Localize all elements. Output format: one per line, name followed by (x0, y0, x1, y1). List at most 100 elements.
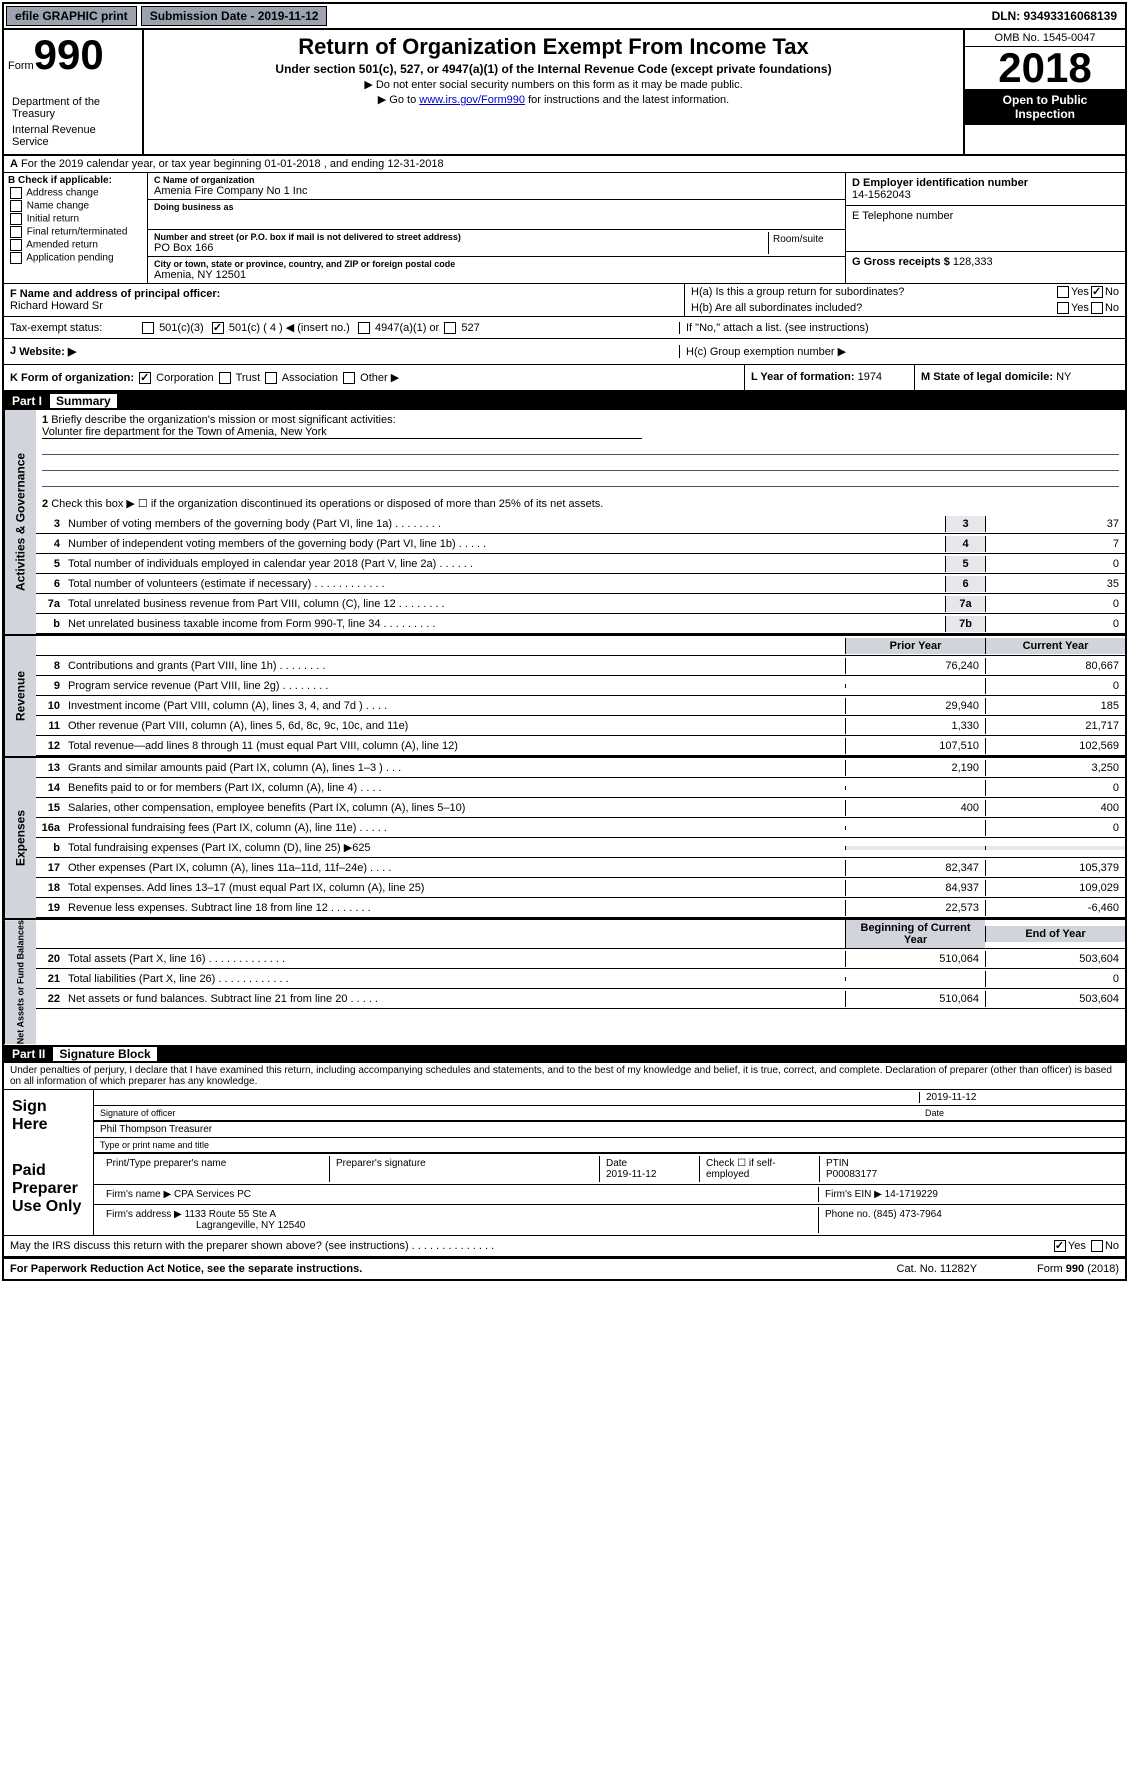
fgh-row: F Name and address of principal officer:… (4, 284, 1125, 317)
ha-yes[interactable]: Yes (1055, 286, 1089, 298)
governance-block: Activities & Governance 1 Briefly descri… (4, 410, 1125, 634)
hb-yes[interactable]: Yes (1055, 302, 1089, 314)
check-name[interactable]: Name change (8, 200, 143, 212)
part1-num: Part I (12, 394, 42, 408)
footer: For Paperwork Reduction Act Notice, see … (4, 1257, 1125, 1279)
table-row: bNet unrelated business taxable income f… (36, 614, 1125, 634)
section-f: F Name and address of principal officer:… (4, 284, 685, 316)
header-note2: ▶ Go to www.irs.gov/Form990 for instruct… (152, 93, 955, 106)
section-b-label: B Check if applicable: (8, 175, 112, 186)
dept-treasury: Department of the Treasury (8, 94, 138, 122)
opt-501c[interactable]: 501(c) ( 4 ) ◀ (insert no.) (210, 321, 350, 334)
discuss-no[interactable]: No (1089, 1240, 1119, 1252)
inspect-line1: Open to Public (969, 93, 1121, 107)
side-governance: Activities & Governance (4, 410, 36, 634)
j-label: J (10, 345, 16, 358)
ein-label: D Employer identification number (852, 177, 1028, 189)
website-row: J Website: ▶ H(c) Group exemption number… (4, 339, 1125, 365)
discuss-text: May the IRS discuss this return with the… (10, 1240, 1052, 1252)
section-e: E Telephone number (846, 206, 1125, 252)
city-value: Amenia, NY 12501 (154, 269, 839, 281)
table-row: 19Revenue less expenses. Subtract line 1… (36, 898, 1125, 918)
table-row: 3Number of voting members of the governi… (36, 514, 1125, 534)
check-initial[interactable]: Initial return (8, 213, 143, 225)
ptin: PTINP00083177 (820, 1156, 1119, 1182)
prep-date: Date2019-11-12 (600, 1156, 700, 1182)
revenue-block: Revenue Prior Year Current Year 8Contrib… (4, 636, 1125, 756)
header-center: Return of Organization Exempt From Incom… (144, 30, 965, 154)
calendar-text: For the 2019 calendar year, or tax year … (21, 158, 444, 170)
prep-self[interactable]: Check ☐ if self-employed (700, 1156, 820, 1182)
ha-no[interactable]: No (1089, 286, 1119, 298)
table-row: 9Program service revenue (Part VIII, lin… (36, 676, 1125, 696)
check-pending[interactable]: Application pending (8, 252, 143, 264)
sig-date: 2019-11-12 (919, 1092, 1119, 1103)
dba-label: Doing business as (154, 202, 839, 212)
addr-value: PO Box 166 (154, 242, 768, 254)
tax-year: 2018 (965, 47, 1125, 89)
table-row: 4Number of independent voting members of… (36, 534, 1125, 554)
opt-501c3[interactable]: 501(c)(3) (140, 322, 204, 334)
footer-form: Form 990 (2018) (1037, 1263, 1119, 1275)
footer-cat: Cat. No. 11282Y (897, 1263, 978, 1275)
firm-phone: Phone no. (845) 473-7964 (819, 1207, 1119, 1233)
addr-label: Number and street (or P.O. box if mail i… (154, 232, 768, 242)
k-assoc[interactable]: Association (263, 372, 338, 384)
ha-text: H(a) Is this a group return for subordin… (691, 286, 1055, 298)
firm-addr: Firm's address ▶ 1133 Route 55 Ste A Lag… (100, 1207, 819, 1233)
city-label: City or town, state or province, country… (154, 259, 839, 269)
name-label: C Name of organization (154, 175, 839, 185)
firm-ein: Firm's EIN ▶ 14-1719229 (819, 1187, 1119, 1202)
hb-note: If "No," attach a list. (see instruction… (679, 322, 1119, 334)
check-address[interactable]: Address change (8, 187, 143, 199)
table-row: 22Net assets or fund balances. Subtract … (36, 989, 1125, 1009)
org-name: Amenia Fire Company No 1 Inc (154, 185, 839, 197)
tax-exempt-label: Tax-exempt status: (10, 322, 140, 334)
prep-name-h: Print/Type preparer's name (100, 1156, 330, 1182)
firm-name: Firm's name ▶ CPA Services PC (100, 1187, 819, 1202)
paid-preparer-row: PaidPreparerUse Only Print/Type preparer… (4, 1154, 1125, 1236)
sign-here-row: SignHere 2019-11-12 Signature of officer… (4, 1090, 1125, 1154)
officer-name: Richard Howard Sr (10, 300, 103, 312)
part2-num: Part II (12, 1047, 45, 1061)
table-row: 15Salaries, other compensation, employee… (36, 798, 1125, 818)
part1-bar: Part I Summary (4, 392, 1125, 410)
table-row: 18Total expenses. Add lines 13–17 (must … (36, 878, 1125, 898)
part2-bar: Part II Signature Block (4, 1045, 1125, 1063)
section-g: G Gross receipts $ 128,333 (846, 252, 1125, 272)
form-label: Form (8, 60, 34, 72)
table-row: 8Contributions and grants (Part VIII, li… (36, 656, 1125, 676)
opt-4947[interactable]: 4947(a)(1) or (356, 322, 439, 334)
section-d: D Employer identification number 14-1562… (846, 173, 1125, 206)
prior-year-header: Prior Year (845, 638, 985, 654)
k-corp[interactable]: Corporation (137, 372, 214, 384)
dept-irs: Internal Revenue Service (8, 122, 138, 150)
officer-label: F Name and address of principal officer: (10, 288, 220, 300)
check-amended[interactable]: Amended return (8, 239, 143, 251)
m-label: M State of legal domicile: (921, 371, 1053, 383)
efile-btn[interactable]: efile GRAPHIC print (6, 6, 137, 26)
check-final[interactable]: Final return/terminated (8, 226, 143, 238)
website-label: Website: ▶ (19, 345, 76, 358)
gross-value: 128,333 (953, 256, 993, 268)
k-other[interactable]: Other ▶ (341, 372, 399, 384)
irs-link[interactable]: www.irs.gov/Form990 (419, 94, 525, 106)
table-row: 5Total number of individuals employed in… (36, 554, 1125, 574)
side-revenue: Revenue (4, 636, 36, 756)
perjury-text: Under penalties of perjury, I declare th… (4, 1063, 1125, 1090)
inspect-line2: Inspection (969, 107, 1121, 121)
k-trust[interactable]: Trust (217, 372, 261, 384)
rev-header: Prior Year Current Year (36, 636, 1125, 656)
hc-text: H(c) Group exemption number ▶ (679, 345, 1119, 358)
hb-no[interactable]: No (1089, 302, 1119, 314)
room-suite: Room/suite (769, 232, 839, 254)
opt-527[interactable]: 527 (442, 322, 479, 334)
gross-label: G Gross receipts $ (852, 256, 950, 268)
table-row: 21Total liabilities (Part X, line 26) . … (36, 969, 1125, 989)
dln: DLN: 93493316068139 (984, 7, 1125, 25)
end-year-header: End of Year (985, 926, 1125, 942)
l-label: L Year of formation: (751, 371, 855, 383)
footer-left: For Paperwork Reduction Act Notice, see … (10, 1263, 362, 1275)
open-inspection: Open to Public Inspection (965, 89, 1125, 125)
discuss-yes[interactable]: Yes (1052, 1240, 1086, 1252)
